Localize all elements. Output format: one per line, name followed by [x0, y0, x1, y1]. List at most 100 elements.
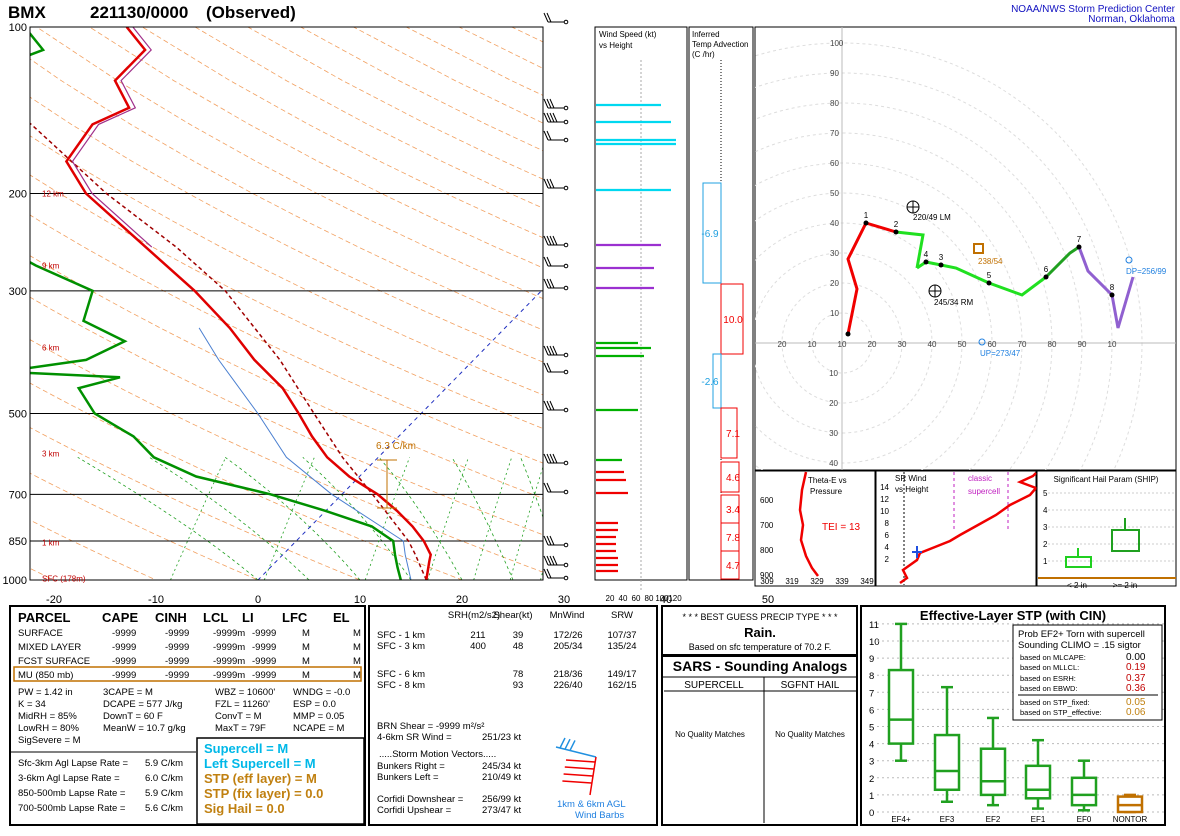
summary-value: Supercell = M — [204, 741, 288, 756]
kinematic-header: MnWind — [550, 610, 585, 621]
hodograph-x-tick: 20 — [778, 340, 787, 349]
parcel-cell: SURFACE — [18, 628, 63, 639]
storm-motion-label: Corfidi Upshear = — [377, 805, 452, 816]
storm-motion-value: 245/34 kt — [482, 761, 521, 772]
storm-motion-label: Bunkers Left = — [377, 772, 439, 783]
hodograph-node — [1044, 275, 1049, 280]
ship-title: Significant Hail Param (SHIP) — [1054, 475, 1159, 484]
temp-tick: 0 — [255, 594, 261, 606]
hodograph-marker: 4 — [924, 250, 929, 259]
index-value: DownT = 60 F — [103, 711, 163, 722]
lapse-label: Sfc-3km Agl Lapse Rate = — [18, 758, 129, 769]
wind-barb — [544, 113, 568, 124]
lapse-value: 6.0 C/km — [145, 773, 183, 784]
wetbulb-profile — [199, 328, 411, 580]
wind-barb — [544, 279, 568, 290]
temp-advection-value: 10.0 — [723, 315, 743, 326]
stp-category: EF4+ — [891, 815, 911, 824]
parcel-cell: M — [353, 670, 361, 681]
hodograph-panel — [755, 27, 1176, 470]
index-value: WBZ = 10600' — [215, 687, 275, 698]
kinematic-cell: 400 — [470, 641, 486, 652]
height-label: 1 km — [42, 538, 60, 547]
wind-speed-title: Wind Speed (kt) — [599, 30, 657, 39]
temp-advection-units: (C /hr) — [692, 50, 715, 59]
parcel-cell: M — [302, 656, 310, 667]
stp-box — [1118, 795, 1142, 812]
wind-barb — [544, 536, 568, 547]
wind-barb — [544, 454, 568, 465]
theta-e-x-tick: 329 — [810, 577, 824, 586]
hodograph-x-tick: 60 — [988, 340, 997, 349]
sounding-time: 221130/0000 — [90, 3, 188, 22]
hodograph-ring-tick: 20 — [830, 279, 839, 288]
ship-y-tick: 4 — [1043, 506, 1048, 515]
brn-shear: BRN Shear = -9999 m²/s² — [377, 721, 484, 732]
kinematic-cell: 48 — [513, 641, 524, 652]
dry-adiabat — [0, 27, 596, 592]
isotherm — [0, 27, 86, 592]
theta-e-y-tick: 800 — [760, 546, 774, 555]
temp-tick: 50 — [762, 594, 774, 606]
stp-y-tick: 10 — [869, 637, 880, 648]
hodograph-ring-tick: 10 — [830, 309, 839, 318]
parcel-header: LFC — [282, 610, 308, 625]
parcel-cell: M — [302, 670, 310, 681]
parcel-cell: -9999 — [112, 656, 136, 667]
pressure-tick: 100 — [9, 22, 27, 34]
sars-supercell-header: SUPERCELL — [684, 680, 744, 691]
ship-y-tick: 1 — [1043, 557, 1048, 566]
index-value: ESP = 0.0 — [293, 699, 336, 710]
isotherm — [0, 27, 188, 592]
hodograph-node — [894, 230, 899, 235]
wind-barb — [544, 13, 568, 24]
moist-adiabat — [452, 457, 513, 580]
hodograph-node — [1110, 293, 1115, 298]
right-mover-label: 245/34 RM — [934, 298, 973, 307]
index-value: FZL = 11260' — [215, 699, 270, 710]
moist-adiabat — [78, 457, 258, 580]
stp-y-tick: 1 — [869, 791, 874, 802]
sr-wind-46-label: 4-6km SR Wind = — [377, 732, 452, 743]
sr-wind-y-tick: 2 — [885, 555, 890, 564]
height-label: 9 km — [42, 262, 60, 271]
index-value: MaxT = 79F — [215, 723, 266, 734]
hodograph-x-tick: 80 — [1048, 340, 1057, 349]
barbs-label-2: Wind Barbs — [575, 810, 624, 821]
storm-motion-value: 210/49 kt — [482, 772, 521, 783]
hodograph-ring-tick: 60 — [830, 159, 839, 168]
temp-tick: 30 — [558, 594, 570, 606]
hodograph-node — [924, 260, 929, 265]
parcel-cell: -9999 — [112, 642, 136, 653]
parcel-header: EL — [333, 610, 350, 625]
storm-motion-title: .....Storm Motion Vectors..... — [379, 749, 496, 760]
kinematic-cell: 226/40 — [553, 680, 582, 691]
parcel-cell: M — [353, 656, 361, 667]
theta-e-x-tick: 339 — [835, 577, 849, 586]
dry-adiabat — [0, 27, 493, 592]
summary-value: STP (eff layer) = M — [204, 771, 317, 786]
pressure-tick: 500 — [9, 409, 27, 421]
stp-category: EF0 — [1077, 815, 1092, 824]
isotherm — [0, 27, 290, 592]
hodograph-ring-tick: 50 — [830, 189, 839, 198]
summary-value: STP (fix layer) = 0.0 — [204, 786, 323, 801]
precip-note: Based on sfc temperature of 70.2 F. — [689, 642, 832, 652]
stp-y-tick: 3 — [869, 757, 874, 768]
kinematic-cell: 205/34 — [553, 641, 582, 652]
hodograph-ring-tick: 80 — [830, 99, 839, 108]
lapse-label: 850-500mb Lapse Rate = — [18, 788, 126, 799]
hodograph-x-tick: 70 — [1018, 340, 1027, 349]
stp-prob-value: 0.36 — [1126, 683, 1146, 694]
parcel-trace — [0, 27, 426, 580]
index-value: K = 34 — [18, 699, 46, 710]
index-value: MeanW = 10.7 g/kg — [103, 723, 186, 734]
hodograph-marker: 1 — [864, 211, 869, 220]
stp-y-tick: 8 — [869, 671, 874, 682]
hodograph-node — [864, 221, 869, 226]
hodograph-x-tick: 10 — [808, 340, 817, 349]
stp-category: EF1 — [1031, 815, 1046, 824]
wind-speed-tick: 80 — [645, 594, 654, 603]
hodograph-ring-tick: 100 — [830, 39, 844, 48]
